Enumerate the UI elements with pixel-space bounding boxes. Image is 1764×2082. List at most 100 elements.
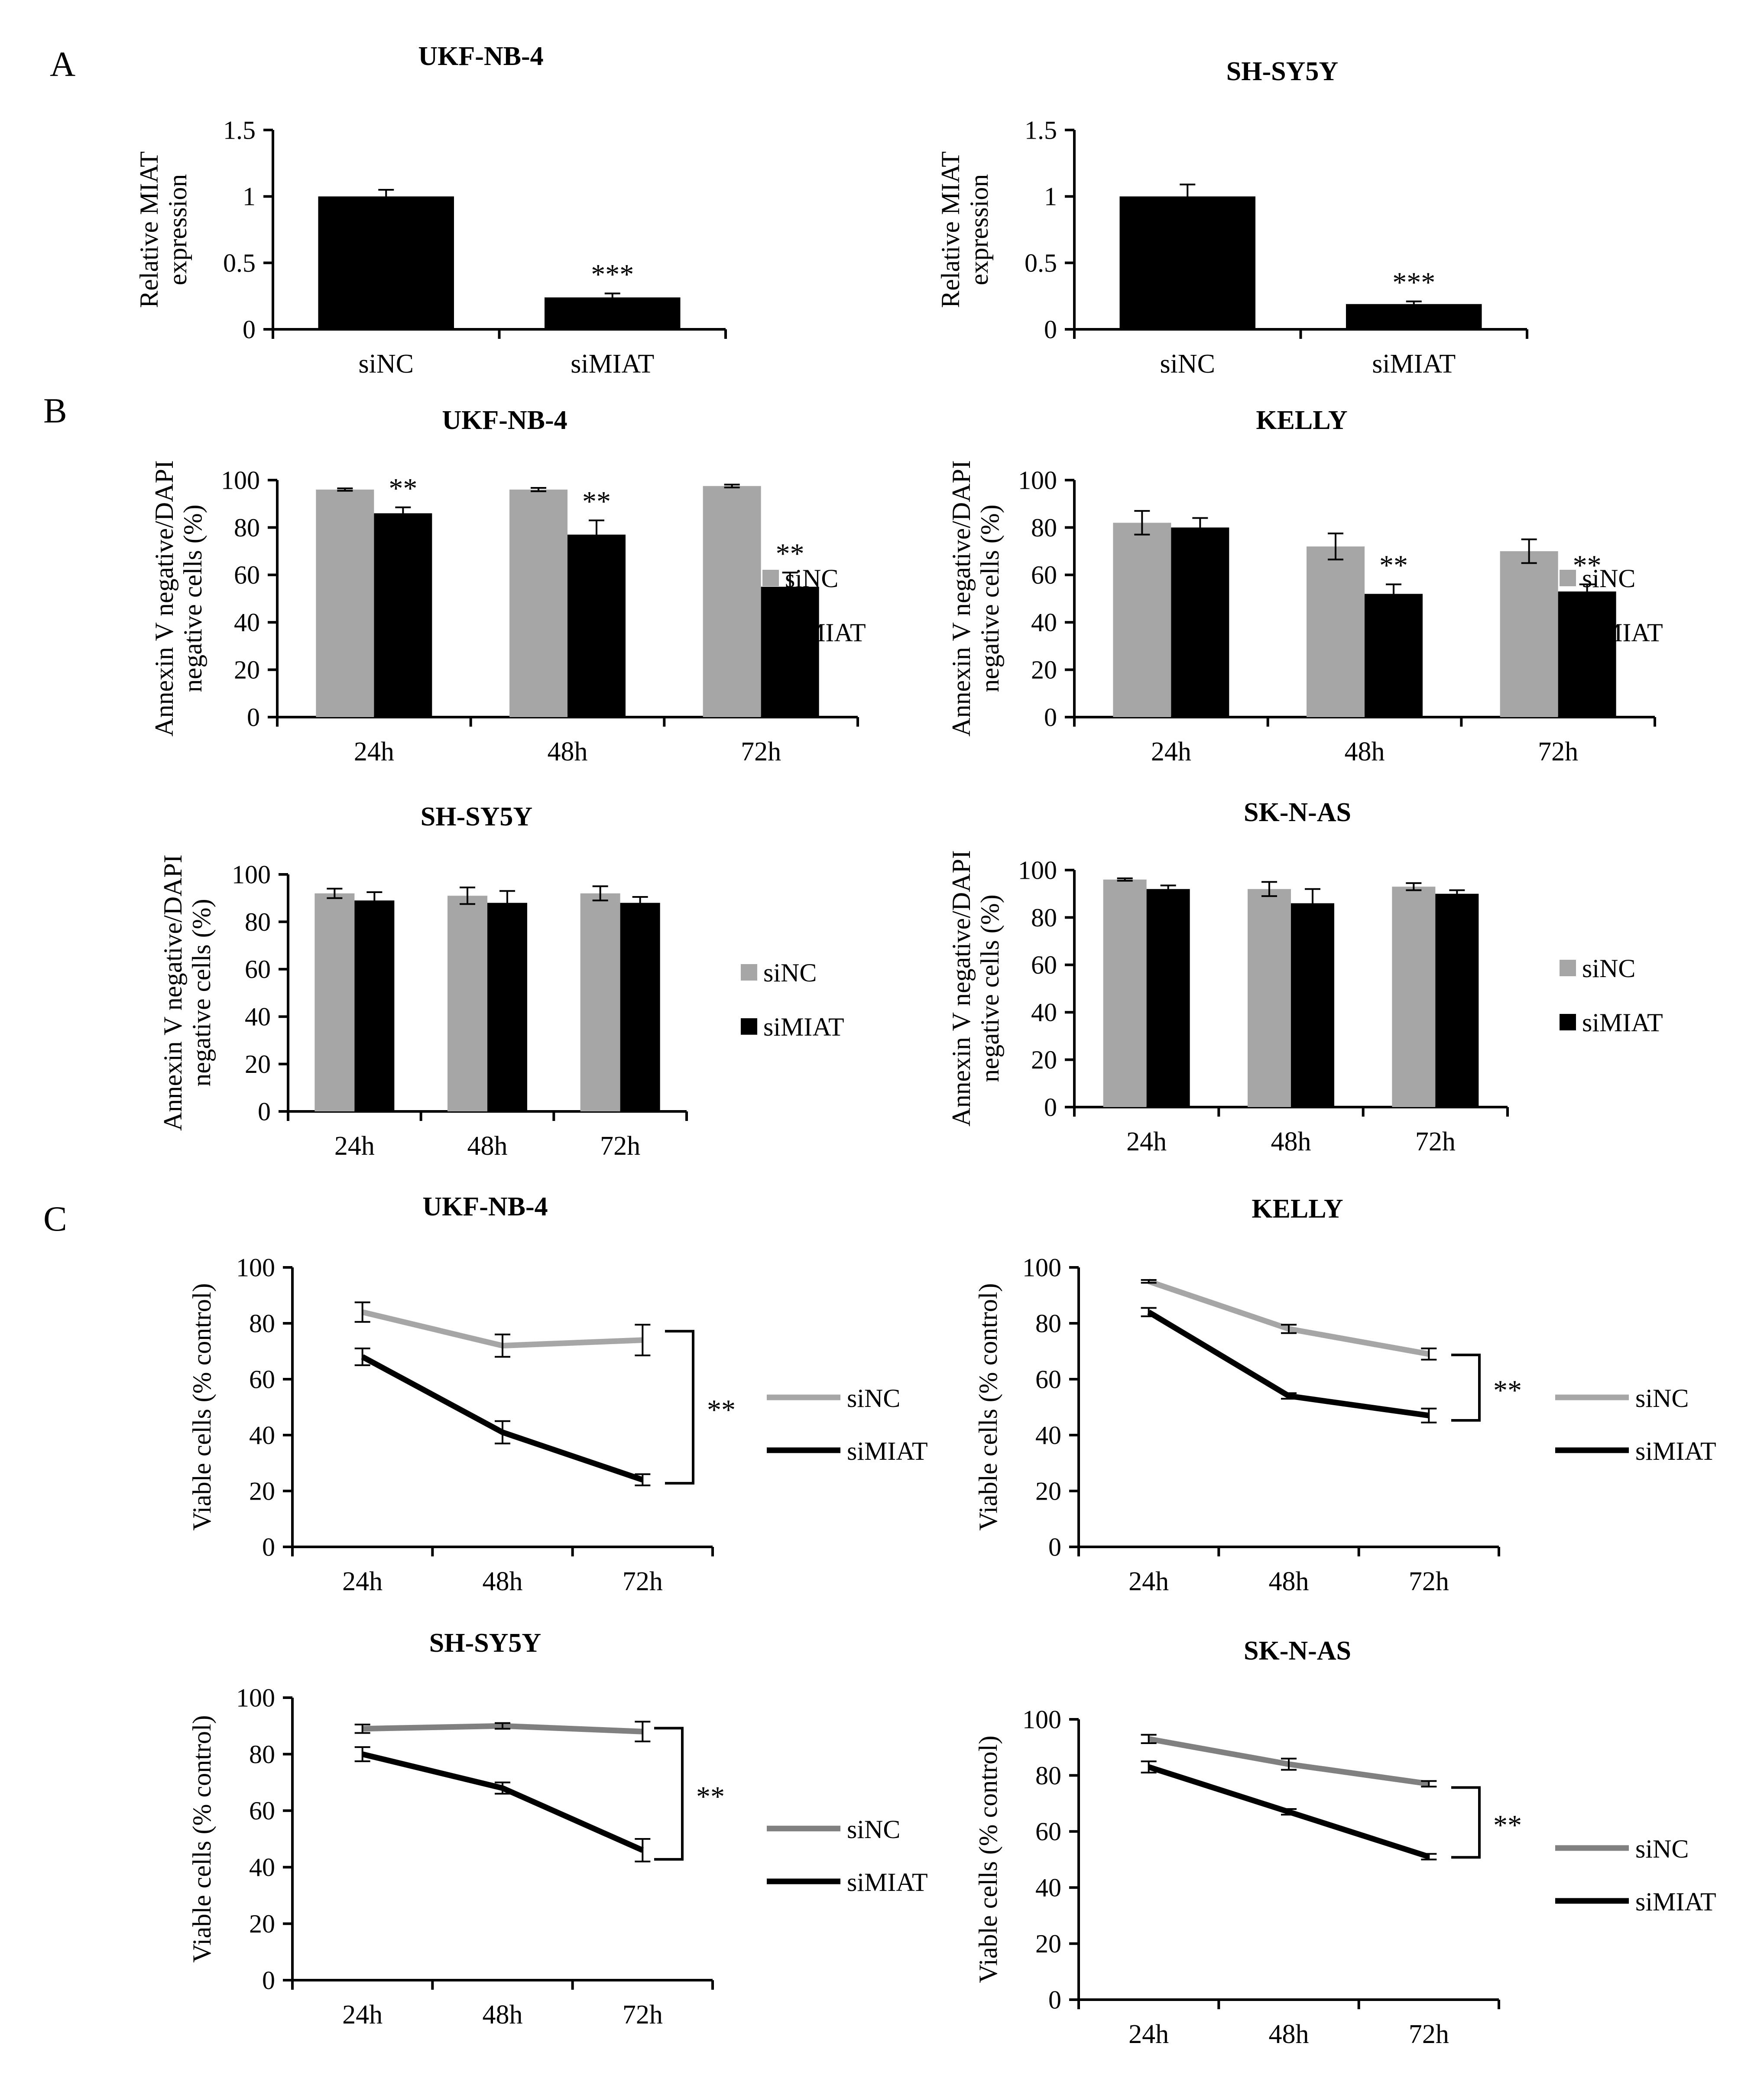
bar-sinc bbox=[316, 489, 374, 717]
chart-title: SH-SY5Y bbox=[1226, 57, 1338, 86]
y-tick-label: 20 bbox=[249, 1910, 275, 1938]
y-axis-label: Annexin V negative/DAPInegative cells (%… bbox=[947, 460, 1004, 737]
legend-label: siNC bbox=[1582, 954, 1635, 983]
bar-simiat bbox=[354, 900, 395, 1111]
y-tick-label: 40 bbox=[1031, 608, 1057, 637]
x-tick-label: 48h bbox=[1271, 1127, 1311, 1156]
legend-label: siNC bbox=[785, 564, 838, 593]
y-tick-label: 20 bbox=[1031, 1046, 1057, 1074]
x-tick-label: 24h bbox=[334, 1131, 375, 1161]
y-tick-label: 0 bbox=[1048, 1533, 1061, 1561]
significance-marker: ** bbox=[389, 473, 417, 504]
y-tick-label: 40 bbox=[234, 608, 260, 637]
bar-simiat bbox=[567, 534, 626, 717]
x-tick-label: 72h bbox=[623, 1567, 663, 1596]
chart-title: UKF-NB-4 bbox=[422, 1192, 548, 1221]
y-tick-label: 100 bbox=[221, 466, 260, 494]
bar-sinc bbox=[1307, 546, 1365, 717]
chart-a1: UKF-NB-4 Relative MIATexpression 0 0.5 1 1.5 s… bbox=[135, 42, 727, 379]
legend-swatch bbox=[741, 1018, 757, 1035]
bar-simiat bbox=[1365, 594, 1423, 717]
x-tick-label: 48h bbox=[483, 1567, 523, 1596]
significance-bracket bbox=[1451, 1786, 1481, 1859]
y-tick-label: 1 bbox=[1044, 182, 1057, 211]
panel-label-b: B bbox=[43, 391, 67, 430]
y-tick-label: 100 bbox=[1022, 1705, 1061, 1734]
x-tick-label: 48h bbox=[1269, 1567, 1309, 1596]
y-tick-label: 60 bbox=[1031, 951, 1057, 979]
legend-swatch bbox=[762, 570, 779, 586]
y-axis-label: Annexin V negative/DAPInegative cells (%… bbox=[947, 850, 1004, 1127]
y-tick-label: 100 bbox=[1022, 1253, 1061, 1282]
legend-swatch bbox=[1560, 570, 1576, 586]
x-tick-label: 72h bbox=[1538, 737, 1578, 767]
y-tick-label: 60 bbox=[1035, 1817, 1061, 1846]
x-tick-label: 24h bbox=[1126, 1127, 1167, 1156]
y-tick-label: 80 bbox=[249, 1309, 275, 1338]
bar-simiat bbox=[620, 903, 660, 1111]
legend-swatch bbox=[741, 964, 757, 981]
y-tick-label: 80 bbox=[1035, 1761, 1061, 1790]
bar-sinc bbox=[1113, 523, 1171, 717]
y-axis-label: Viable cells (% control) bbox=[188, 1283, 216, 1530]
y-tick-label: 80 bbox=[1031, 513, 1057, 542]
bar-sinc bbox=[580, 893, 620, 1111]
legend-label: siMIAT bbox=[1635, 1437, 1716, 1465]
y-tick-label: 80 bbox=[249, 1740, 275, 1769]
y-tick-label: 0 bbox=[243, 315, 256, 344]
significance-marker: ** bbox=[1573, 550, 1602, 581]
chart-title: KELLY bbox=[1256, 406, 1347, 435]
legend-label: siNC bbox=[1635, 1835, 1689, 1863]
y-tick-label: 100 bbox=[236, 1683, 275, 1712]
y-tick-label: 40 bbox=[1031, 998, 1057, 1027]
y-tick-label: 40 bbox=[249, 1853, 275, 1882]
chart-title: SK-N-AS bbox=[1244, 1636, 1351, 1666]
x-tick-label: 72h bbox=[1409, 2020, 1449, 2049]
y-axis-label: Annexin V negative/DAPInegative cells (%… bbox=[159, 854, 216, 1131]
bar-simiat bbox=[374, 513, 432, 717]
bar-simiat bbox=[1435, 893, 1479, 1107]
series-line-simiat bbox=[362, 1751, 644, 1853]
x-tick-label: 48h bbox=[1345, 737, 1385, 767]
bar-value bbox=[1346, 304, 1482, 329]
y-tick-label: 20 bbox=[234, 656, 260, 684]
y-tick-label: 100 bbox=[1018, 856, 1057, 884]
bar-sinc bbox=[447, 896, 487, 1111]
legend-label: siMIAT bbox=[1582, 1008, 1663, 1037]
y-tick-label: 20 bbox=[1035, 1477, 1061, 1505]
significance-marker: ** bbox=[1493, 1375, 1522, 1406]
significance-marker: ** bbox=[582, 486, 611, 517]
y-axis-label: Relative MIATexpression bbox=[936, 151, 993, 308]
chart-title: SK-N-AS bbox=[1244, 798, 1351, 827]
series-line-sinc bbox=[1148, 1279, 1430, 1357]
legend-label: siMIAT bbox=[1582, 618, 1663, 647]
chart-c1: UKF-NB-4 Viable cells (% control) 0 20 40 60 8… bbox=[188, 1192, 928, 1596]
x-tick-label: 72h bbox=[1415, 1127, 1456, 1156]
x-tick-label: 24h bbox=[354, 737, 394, 767]
y-tick-label: 0 bbox=[1044, 703, 1057, 731]
significance-marker: *** bbox=[591, 259, 634, 290]
x-tick-label: 24h bbox=[1151, 737, 1191, 767]
y-tick-label: 0 bbox=[262, 1533, 275, 1561]
significance-marker: ** bbox=[1493, 1809, 1522, 1841]
panel-label-c: C bbox=[43, 1199, 67, 1238]
significance-bracket bbox=[665, 1330, 694, 1485]
y-tick-label: 0.5 bbox=[223, 249, 256, 277]
series-line-simiat bbox=[361, 1354, 644, 1483]
x-tick-label: 24h bbox=[342, 1567, 383, 1596]
x-tick-label: 48h bbox=[467, 1131, 508, 1161]
y-tick-label: 100 bbox=[232, 860, 271, 889]
significance-marker: ** bbox=[707, 1394, 736, 1426]
legend-label: siNC bbox=[1582, 564, 1635, 593]
bar-simiat bbox=[1171, 527, 1229, 717]
bar-sinc bbox=[1248, 889, 1291, 1107]
chart-title: UKF-NB-4 bbox=[442, 406, 567, 435]
chart-b4: SK-N-AS Annexin V negative/DAPInegative c… bbox=[947, 798, 1663, 1156]
x-tick-label: siNC bbox=[1160, 349, 1215, 379]
legend-swatch bbox=[1560, 960, 1576, 976]
y-tick-label: 0.5 bbox=[1025, 249, 1057, 277]
x-tick-label: 48h bbox=[483, 2000, 523, 2030]
legend-swatch bbox=[762, 624, 779, 640]
y-axis-label: Annexin V negative/DAPInegative cells (%… bbox=[150, 460, 207, 737]
